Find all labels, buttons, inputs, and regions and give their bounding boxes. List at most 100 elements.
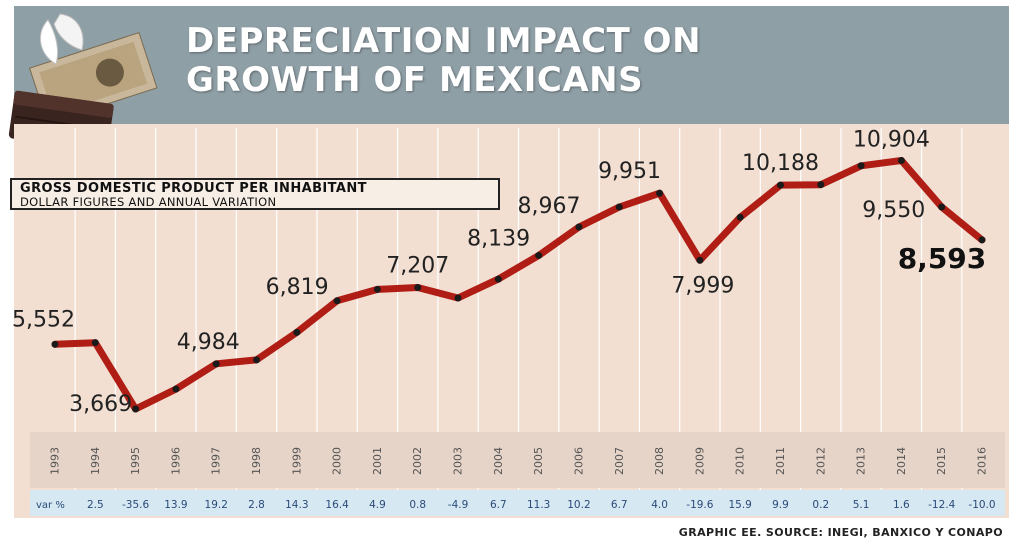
legend-box: GROSS DOMESTIC PRODUCT PER INHABITANT DO… — [10, 178, 500, 210]
data-label: 9,951 — [598, 159, 661, 184]
data-point — [897, 156, 905, 164]
data-point — [172, 385, 180, 393]
variation-value: 6.7 — [611, 499, 628, 511]
data-point — [132, 405, 140, 413]
data-point — [212, 360, 220, 368]
variation-row — [30, 490, 1005, 516]
title-line-1: DEPRECIATION IMPACT ON — [186, 21, 702, 61]
page-title: DEPRECIATION IMPACT ON GROWTH OF MEXICAN… — [186, 22, 701, 100]
data-point — [575, 223, 583, 231]
data-point — [51, 340, 59, 348]
data-label: 4,984 — [177, 330, 240, 355]
data-label: 8,139 — [467, 226, 530, 251]
data-label: 5,552 — [12, 307, 75, 332]
year-tick-label: 2016 — [976, 447, 989, 475]
legend-title: GROSS DOMESTIC PRODUCT PER INHABITANT — [20, 181, 367, 196]
year-tick-label: 2014 — [895, 447, 908, 475]
year-tick-label: 2012 — [814, 447, 827, 475]
data-points — [51, 156, 986, 413]
source-note: GRAPHIC EE. SOURCE: INEGI, BANXICO Y CON… — [678, 526, 1003, 539]
variation-value: 14.3 — [285, 499, 308, 511]
data-label: 7,207 — [386, 253, 449, 278]
title-line-2: GROWTH OF MEXICANS — [186, 60, 644, 100]
year-tick-label: 1997 — [210, 447, 223, 475]
year-tick-label: 2015 — [935, 447, 948, 475]
data-point — [91, 339, 99, 347]
variation-value: 16.4 — [325, 499, 349, 511]
data-point — [293, 328, 301, 336]
variation-value: 2.5 — [87, 499, 104, 511]
year-axis-band — [30, 432, 1005, 488]
year-tick-label: 2006 — [572, 447, 585, 475]
header-banner — [14, 6, 1009, 124]
data-label: 6,819 — [266, 275, 329, 300]
variation-row-label: var % — [36, 500, 65, 511]
year-tick-label: 2007 — [613, 447, 626, 475]
data-point — [615, 203, 623, 211]
data-point — [696, 256, 704, 264]
year-tick-label: 2001 — [371, 447, 384, 475]
variation-value: -19.6 — [686, 499, 713, 511]
variation-value: 4.0 — [651, 499, 668, 511]
variation-value: -10.0 — [968, 499, 995, 511]
data-label: 7,999 — [671, 273, 734, 298]
variation-value: 0.8 — [409, 499, 426, 511]
data-point — [253, 356, 261, 364]
data-point — [535, 251, 543, 259]
data-label: 9,550 — [862, 198, 925, 223]
year-tick-label: 2000 — [331, 447, 344, 475]
money-wallet-illustration — [8, 13, 158, 152]
year-tick-labels: 1993 1994 1995 1996 1997 1998 1999 2000 2001 2002… — [49, 447, 989, 475]
year-tick-label: 2004 — [492, 447, 505, 475]
data-point — [414, 283, 422, 291]
variation-value: -35.6 — [122, 499, 149, 511]
variation-value: -12.4 — [928, 499, 955, 511]
variation-value: 4.9 — [369, 499, 386, 511]
variation-value: 13.9 — [164, 499, 187, 511]
data-point — [736, 213, 744, 221]
year-tick-label: 2003 — [452, 447, 465, 475]
variation-values: 2.5 -35.6 13.9 19.2 2.8 14.3 16.4 4.9 0.8 -4.9 6.7… — [87, 499, 996, 511]
data-point — [656, 189, 664, 197]
year-tick-label: 2005 — [532, 447, 545, 475]
year-tick-label: 1994 — [89, 447, 102, 475]
year-tick-label: 1998 — [250, 447, 263, 475]
variation-value: 19.2 — [205, 499, 228, 511]
variation-value: 5.1 — [853, 499, 870, 511]
legend-subtitle: DOLLAR FIGURES AND ANNUAL VARIATION — [20, 195, 277, 209]
variation-value: -4.9 — [448, 499, 469, 511]
data-point — [373, 285, 381, 293]
data-label: 8,593 — [898, 242, 987, 275]
data-point — [494, 275, 502, 283]
data-point — [776, 181, 784, 189]
data-label: 8,967 — [517, 194, 580, 219]
data-point — [857, 162, 865, 170]
variation-value: 0.2 — [812, 499, 829, 511]
year-tick-label: 1993 — [49, 447, 62, 475]
data-point — [454, 294, 462, 302]
year-tick-label: 2008 — [653, 447, 666, 475]
year-tick-label: 2002 — [411, 447, 424, 475]
variation-value: 10.2 — [567, 499, 590, 511]
data-point — [333, 297, 341, 305]
data-label: 10,188 — [742, 151, 819, 176]
variation-value: 1.6 — [893, 499, 910, 511]
year-tick-label: 2010 — [734, 447, 747, 475]
year-tick-label: 1995 — [129, 447, 142, 475]
year-tick-label: 2011 — [774, 447, 787, 475]
data-label: 10,904 — [853, 127, 930, 152]
variation-value: 15.9 — [728, 499, 751, 511]
variation-value: 9.9 — [772, 499, 789, 511]
variation-value: 2.8 — [248, 499, 265, 511]
year-tick-label: 1999 — [290, 447, 303, 475]
data-point — [817, 181, 825, 189]
gdp-series-line — [51, 157, 986, 413]
data-point — [978, 236, 986, 244]
year-tick-label: 1996 — [169, 447, 182, 475]
data-labels: 5,552 3,669 4,984 6,819 7,207 8,139 8,967 9,951… — [12, 127, 986, 417]
year-tick-label: 2009 — [693, 447, 706, 475]
variation-value: 6.7 — [490, 499, 507, 511]
data-label: 3,669 — [69, 392, 132, 417]
